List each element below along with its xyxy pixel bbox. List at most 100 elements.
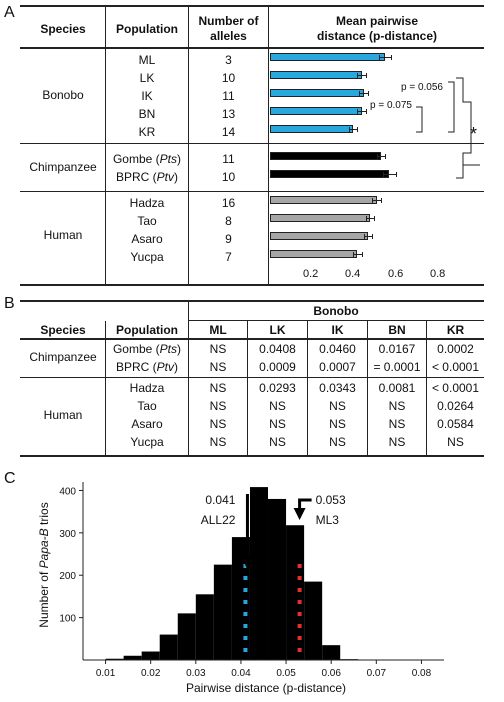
p-value-label-0075: p = 0.075 bbox=[370, 100, 412, 111]
distance-bar-yucpa bbox=[270, 250, 358, 258]
x-tick-label-6: 0.07 bbox=[367, 668, 387, 679]
y-tick-label-3: 400 bbox=[59, 486, 76, 497]
table-a-group-rule-1 bbox=[20, 143, 484, 144]
table-a-col-rule-5 bbox=[188, 192, 189, 284]
x-tick-label-4: 0.05 bbox=[276, 668, 296, 679]
distance-bar-bn bbox=[270, 107, 362, 115]
distance-bar-hadza bbox=[270, 196, 377, 204]
table-b-col-rule-4 bbox=[307, 321, 308, 455]
population-lk: LK bbox=[139, 71, 155, 85]
table-b-header-kr: KR bbox=[446, 323, 465, 337]
table-b-population-name: Asaro bbox=[131, 417, 163, 431]
table-a-col-rule-1 bbox=[105, 5, 106, 192]
population-ik: IK bbox=[141, 89, 153, 103]
alleles-lk: 10 bbox=[221, 71, 236, 85]
table-a-top-rule bbox=[20, 5, 484, 7]
table-b-header-bn: BN bbox=[388, 323, 406, 337]
table-b-header-population: Population bbox=[116, 323, 178, 337]
table-b-cell-gombe-ik: 0.0460 bbox=[319, 342, 356, 356]
histogram-bar-11 bbox=[304, 581, 323, 660]
marker-value-all22: 0.041 bbox=[205, 493, 235, 507]
significance-star: * bbox=[470, 124, 478, 144]
y-tick-label-2: 300 bbox=[59, 529, 76, 540]
table-b-population-yucpa: Yucpa bbox=[107, 435, 187, 449]
table-b-cell-gombe-lk: 0.0408 bbox=[259, 342, 296, 356]
marker-arrow-head-ml3 bbox=[293, 508, 306, 520]
bracket-bonobo-chimp bbox=[456, 77, 472, 179]
table-b-header-ml: ML bbox=[209, 323, 227, 337]
marker-arrow-head-all22 bbox=[241, 556, 254, 570]
error-cap-tao-0 bbox=[365, 216, 367, 221]
table-b-group-header: Bonobo bbox=[313, 304, 359, 318]
histogram-axes: 0.01 0.02 0.03 0.04 0.05 0.06 0.07 0.08 100 200 30… bbox=[59, 482, 444, 679]
table-b-cell-tao-ml: NS bbox=[209, 399, 227, 413]
histogram-y-axis-label: Number of Papa-B trios bbox=[37, 502, 51, 627]
table-b-subheader-rule bbox=[188, 320, 484, 321]
table-a-header-distance-2: distance (p-distance) bbox=[316, 29, 438, 43]
population-tao: Tao bbox=[137, 214, 157, 228]
table-b-cell-gombe-kr: 0.0002 bbox=[437, 342, 474, 356]
table-b-cell-bprc-kr: < 0.0001 bbox=[431, 360, 480, 374]
table-b-population-gombe: Gombe (Pts) bbox=[112, 342, 182, 356]
table-b-cell-tao-ik: NS bbox=[329, 399, 346, 413]
table-b-top-rule bbox=[20, 300, 484, 302]
histogram-markers: 0.041 ALL22 0.053 ML3 bbox=[201, 493, 346, 652]
histogram-bar-12 bbox=[322, 645, 341, 660]
marker-arrow-shaft-ml3 bbox=[298, 498, 312, 510]
axis-tick-0-8: 0.8 bbox=[430, 268, 446, 280]
alleles-yucpa: 7 bbox=[225, 250, 232, 264]
table-b-species-chimpanzee: Chimpanzee bbox=[29, 350, 97, 364]
alleles-gombe: 11 bbox=[222, 152, 235, 166]
axis-tick-0-6: 0.6 bbox=[388, 268, 404, 280]
y-tick-label-0: 100 bbox=[59, 614, 76, 625]
table-b-col-rule-6 bbox=[426, 321, 427, 455]
population-hadza: Hadza bbox=[129, 196, 165, 210]
p-value-label-0056: p = 0.056 bbox=[401, 82, 443, 93]
alleles-bprc: 10 bbox=[221, 170, 236, 184]
error-cap-hadza-1 bbox=[380, 198, 382, 203]
distance-bar-ik bbox=[270, 89, 364, 97]
table-b-col-rule-5 bbox=[367, 321, 368, 455]
distance-bar-tao bbox=[270, 214, 371, 222]
table-b-population-hadza: Hadza bbox=[107, 381, 187, 395]
table-b-cell-hadza-lk: 0.0293 bbox=[259, 381, 296, 395]
table-b-cell-hadza-ik: 0.0343 bbox=[319, 381, 356, 395]
axis-tick-0-2: 0.2 bbox=[303, 268, 319, 280]
table-b-cell-bprc-ik: 0.0007 bbox=[319, 360, 356, 374]
table-b-population-subspecies: Pts bbox=[159, 342, 178, 356]
marker-name-ml3: ML3 bbox=[316, 513, 340, 527]
error-cap-lk-0 bbox=[357, 73, 359, 78]
marker-value-ml3: 0.053 bbox=[316, 493, 346, 507]
histogram-bar-0 bbox=[105, 658, 124, 660]
error-cap-ml-1 bbox=[391, 55, 393, 60]
error-cap-ik-0 bbox=[359, 91, 361, 96]
alleles-hadza: 16 bbox=[221, 196, 236, 210]
alleles-ik: 11 bbox=[222, 89, 235, 103]
histogram-bar-2 bbox=[141, 651, 160, 660]
table-a-group-rule-2 bbox=[20, 191, 484, 192]
population-gombe: Gombe (Pts) bbox=[112, 152, 182, 166]
error-cap-kr-0 bbox=[348, 127, 350, 132]
table-b-cell-yucpa-lk: NS bbox=[269, 435, 286, 449]
table-b-cell-asaro-bn: NS bbox=[388, 417, 406, 431]
histogram-bar-6 bbox=[213, 564, 232, 660]
table-a-bottom-rule bbox=[20, 284, 484, 286]
population-asaro: Asaro bbox=[131, 232, 163, 246]
table-b-col-rule-1 bbox=[105, 321, 106, 455]
table-a-header-alleles-1: Number of bbox=[198, 14, 259, 28]
bracket-bn-kr bbox=[416, 106, 423, 133]
species-label-human: Human bbox=[43, 228, 83, 242]
error-bar-lk bbox=[357, 75, 366, 76]
table-b-cell-gombe-bn: 0.0167 bbox=[378, 342, 416, 356]
alleles-kr: 14 bbox=[221, 125, 236, 139]
table-b-population-name: BPRC bbox=[115, 360, 150, 374]
table-b-cell-asaro-ik: NS bbox=[329, 417, 346, 431]
histogram-bar-8 bbox=[249, 487, 269, 660]
error-cap-gombe-1 bbox=[385, 154, 387, 159]
x-tick-label-5: 0.06 bbox=[321, 668, 341, 679]
table-b-col-rule-2 bbox=[188, 300, 189, 455]
table-b-bottom-rule bbox=[20, 455, 484, 457]
table-a-header-distance-1: Mean pairwise bbox=[335, 14, 419, 28]
table-b-cell-gombe-ml: NS bbox=[209, 342, 227, 356]
table-b-species-human: Human bbox=[43, 408, 83, 422]
